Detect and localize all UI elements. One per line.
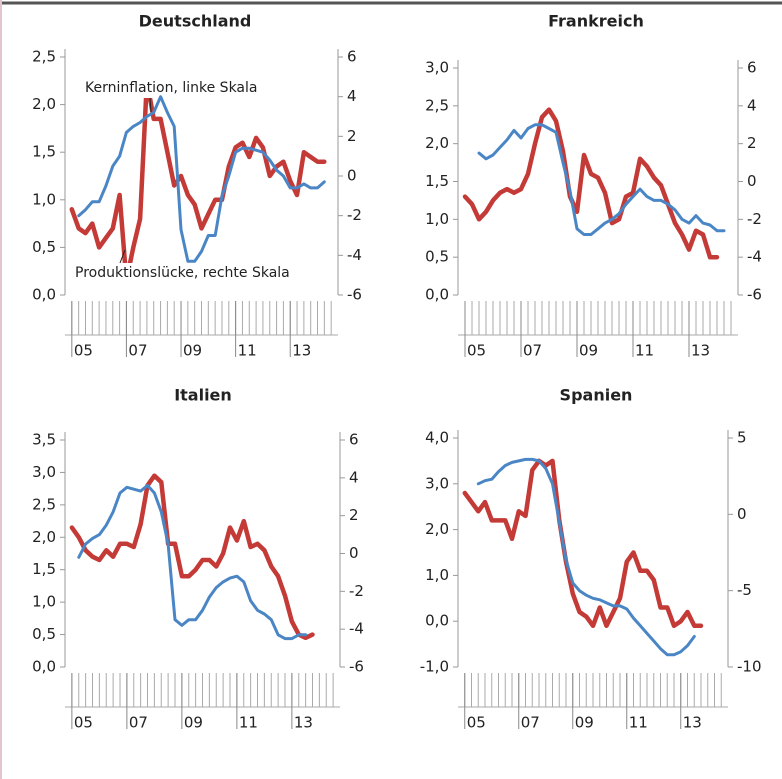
- y2-tick-label: 0: [747, 172, 757, 190]
- y2-tick-label: -10: [737, 658, 762, 676]
- x-tick-label: 07: [129, 714, 148, 732]
- annotation-bg: [82, 78, 261, 98]
- chart-title: Spanien: [560, 386, 633, 405]
- y-tick-label: 2,0: [32, 95, 56, 113]
- y2-tick-label: -4: [347, 246, 362, 264]
- y2-tick-label: -6: [347, 286, 362, 304]
- y-tick-label: 1,0: [425, 210, 449, 228]
- y-tick-label: 1,0: [32, 593, 56, 611]
- y2-tick-label: -6: [349, 658, 364, 676]
- y-tick-label: -1,0: [420, 658, 449, 676]
- y-tick-label: 0,0: [425, 612, 449, 630]
- y-tick-label: 2,5: [32, 495, 56, 513]
- x-tick-label: 13: [294, 714, 313, 732]
- x-tick-label: 11: [629, 714, 648, 732]
- series-line: [462, 107, 720, 260]
- series-line: [462, 458, 704, 629]
- y2-tick-label: -4: [349, 620, 364, 638]
- y-tick-label: 3,5: [32, 431, 56, 449]
- chart-title: Italien: [174, 386, 232, 405]
- x-tick-label: 11: [239, 714, 258, 732]
- y-tick-label: 2,5: [425, 96, 449, 114]
- annotation-leader: [149, 97, 152, 113]
- y-tick-label: 3,0: [425, 474, 449, 492]
- x-tick-label: 05: [467, 714, 486, 732]
- y-tick-label: 2,5: [32, 48, 56, 66]
- x-tick-label: 07: [521, 714, 540, 732]
- chart-title: Frankreich: [548, 12, 644, 31]
- x-tick-label: 07: [523, 342, 542, 360]
- y-tick-label: 3,0: [425, 59, 449, 77]
- y2-tick-label: 4: [347, 87, 357, 105]
- x-tick-label: 11: [635, 342, 654, 360]
- y2-tick-label: 4: [747, 96, 757, 114]
- y-tick-label: 1,5: [32, 143, 56, 161]
- annotation-bg: [72, 263, 293, 283]
- y-tick-label: 4,0: [425, 429, 449, 447]
- series-line: [476, 457, 696, 657]
- series-annotation: Kerninflation, linke Skala: [85, 80, 257, 96]
- y-tick-label: 1,5: [32, 560, 56, 578]
- series-line: [477, 123, 726, 236]
- y2-tick-label: -2: [347, 206, 362, 224]
- y2-tick-label: -2: [349, 582, 364, 600]
- y-tick-label: 3,0: [32, 463, 56, 481]
- x-tick-label: 09: [183, 342, 202, 360]
- annotation-leader: [119, 249, 126, 264]
- x-tick-label: 13: [292, 342, 311, 360]
- x-tick-label: 13: [691, 342, 710, 360]
- y-tick-label: 0,0: [425, 286, 449, 304]
- y2-tick-label: 6: [349, 431, 359, 449]
- y2-tick-label: -6: [747, 286, 762, 304]
- y2-tick-label: 6: [747, 59, 757, 77]
- y-tick-label: 1,5: [425, 172, 449, 190]
- y-tick-label: 0,5: [32, 625, 56, 643]
- series-line: [77, 95, 326, 263]
- x-tick-label: 05: [467, 342, 486, 360]
- y2-tick-label: -4: [747, 248, 762, 266]
- y-tick-label: 2,0: [425, 134, 449, 152]
- x-tick-label: 13: [683, 714, 702, 732]
- y-tick-label: 1,0: [32, 190, 56, 208]
- y2-tick-label: 0: [737, 505, 747, 523]
- y2-tick-label: 0: [347, 167, 357, 185]
- x-tick-label: 05: [74, 342, 93, 360]
- x-tick-label: 05: [74, 714, 93, 732]
- y-tick-label: 0,0: [32, 658, 56, 676]
- x-tick-label: 07: [128, 342, 147, 360]
- y2-tick-label: 5: [737, 429, 747, 447]
- y2-tick-label: -5: [737, 581, 752, 599]
- y-tick-label: 2,0: [32, 528, 56, 546]
- series-line: [69, 78, 327, 283]
- series-annotation: Produktionslücke, rechte Skala: [75, 265, 290, 281]
- y2-tick-label: 2: [349, 506, 359, 524]
- y-tick-label: 0,0: [32, 286, 56, 304]
- x-tick-label: 09: [575, 714, 594, 732]
- x-tick-label: 09: [184, 714, 203, 732]
- y2-tick-label: -2: [747, 210, 762, 228]
- y2-tick-label: 6: [347, 48, 357, 66]
- series-line: [69, 473, 315, 641]
- y2-tick-label: 0: [349, 544, 359, 562]
- y-tick-label: 2,0: [425, 520, 449, 538]
- chart-title: Deutschland: [139, 12, 252, 31]
- x-tick-label: 09: [579, 342, 598, 360]
- y2-tick-label: 2: [347, 127, 357, 145]
- y2-tick-label: 2: [747, 134, 757, 152]
- y-tick-label: 0,5: [32, 238, 56, 256]
- y-tick-label: 0,5: [425, 248, 449, 266]
- y-tick-label: 1,0: [425, 566, 449, 584]
- series-line: [77, 483, 308, 641]
- y2-tick-label: 4: [349, 468, 359, 486]
- x-tick-label: 11: [238, 342, 257, 360]
